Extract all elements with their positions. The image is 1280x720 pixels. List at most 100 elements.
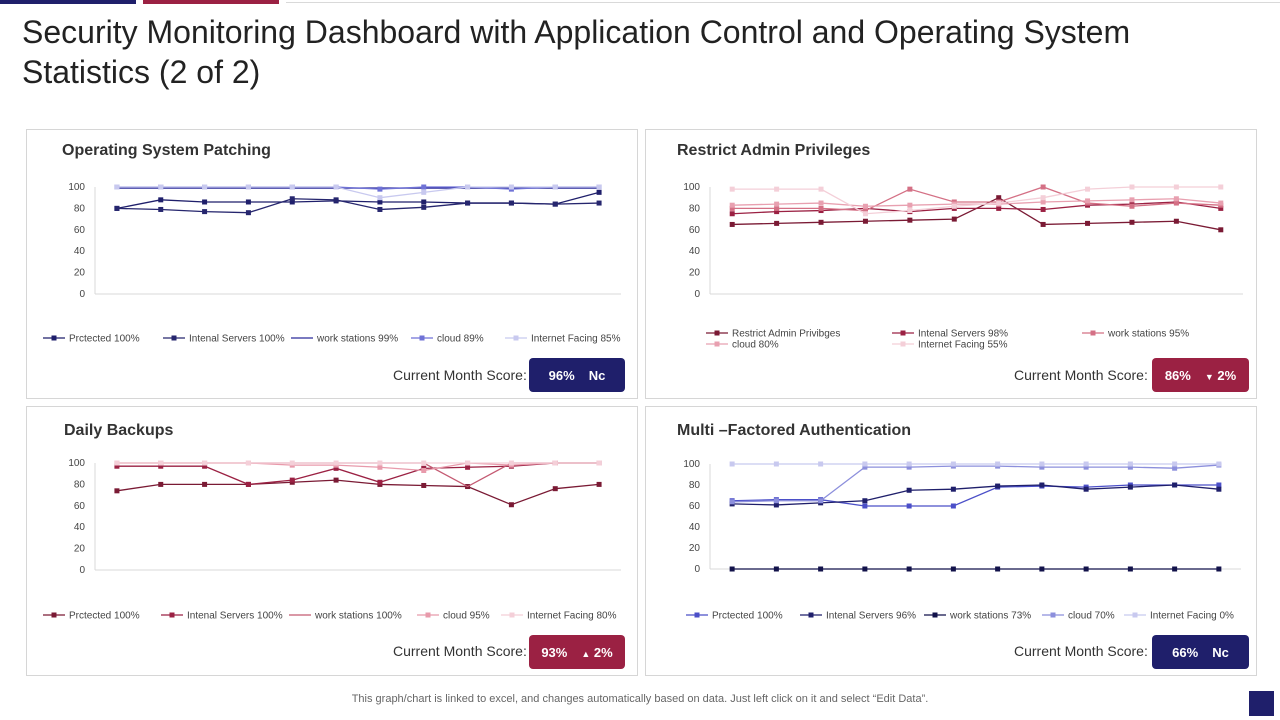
data-point[interactable] — [596, 200, 602, 206]
data-point[interactable] — [508, 502, 514, 508]
data-point[interactable] — [862, 461, 868, 467]
data-point[interactable] — [1083, 566, 1089, 572]
series-line[interactable] — [116, 479, 600, 506]
data-point[interactable] — [596, 184, 602, 190]
panel-admin-privileges[interactable]: Restrict Admin Privileges 0 20 40 60 80 100 Re… — [645, 129, 1257, 399]
data-point[interactable] — [421, 204, 427, 210]
data-point[interactable] — [906, 487, 912, 493]
data-point[interactable] — [1040, 221, 1046, 227]
data-point[interactable] — [333, 477, 339, 483]
data-point[interactable] — [1039, 482, 1045, 488]
data-point[interactable] — [114, 488, 120, 494]
data-point[interactable] — [818, 205, 824, 211]
data-point[interactable] — [158, 197, 164, 203]
data-point[interactable] — [773, 502, 779, 508]
data-point[interactable] — [729, 205, 735, 211]
data-point[interactable] — [729, 186, 735, 192]
data-point[interactable] — [1129, 197, 1135, 203]
data-point[interactable] — [552, 184, 558, 190]
data-point[interactable] — [333, 184, 339, 190]
data-point[interactable] — [906, 503, 912, 509]
data-point[interactable] — [114, 184, 120, 190]
series-line[interactable] — [732, 186, 1221, 215]
data-point[interactable] — [1216, 486, 1222, 492]
data-point[interactable] — [1216, 566, 1222, 572]
data-point[interactable] — [465, 184, 471, 190]
data-point[interactable] — [202, 463, 208, 469]
data-point[interactable] — [818, 186, 824, 192]
data-point[interactable] — [202, 209, 208, 215]
data-point[interactable] — [774, 209, 780, 215]
panel-os-patching[interactable]: Operating System Patching 0 20 40 60 80 100 Pr… — [26, 129, 638, 399]
data-point[interactable] — [951, 216, 957, 222]
data-point[interactable] — [1040, 184, 1046, 190]
data-point[interactable] — [1083, 464, 1089, 470]
data-point[interactable] — [907, 186, 913, 192]
data-point[interactable] — [729, 202, 735, 208]
data-point[interactable] — [508, 184, 514, 190]
data-point[interactable] — [202, 481, 208, 487]
data-point[interactable] — [377, 186, 383, 192]
data-point[interactable] — [1129, 203, 1135, 209]
data-point[interactable] — [1173, 184, 1179, 190]
data-point[interactable] — [377, 460, 383, 466]
data-point[interactable] — [552, 486, 558, 492]
data-point[interactable] — [508, 200, 514, 206]
data-point[interactable] — [421, 184, 427, 190]
data-point[interactable] — [1127, 461, 1133, 467]
data-point[interactable] — [245, 481, 251, 487]
data-point[interactable] — [377, 195, 383, 201]
os-patching-chart[interactable]: 0 20 40 60 80 100 Prctected 100% Intenal Server… — [27, 130, 637, 398]
data-point[interactable] — [552, 201, 558, 207]
data-point[interactable] — [1085, 186, 1091, 192]
data-point[interactable] — [333, 460, 339, 466]
data-point[interactable] — [333, 197, 339, 203]
data-point[interactable] — [906, 566, 912, 572]
data-point[interactable] — [774, 220, 780, 226]
panel-daily-backups[interactable]: Daily Backups 0 20 40 60 80 100 Prctected 100%… — [26, 406, 638, 676]
data-point[interactable] — [1127, 464, 1133, 470]
data-point[interactable] — [996, 205, 1002, 211]
data-point[interactable] — [1216, 482, 1222, 488]
data-point[interactable] — [1040, 199, 1046, 205]
data-point[interactable] — [1172, 465, 1178, 471]
data-point[interactable] — [421, 199, 427, 205]
data-point[interactable] — [774, 201, 780, 207]
data-point[interactable] — [951, 203, 957, 209]
data-point[interactable] — [907, 202, 913, 208]
data-point[interactable] — [1085, 198, 1091, 204]
data-point[interactable] — [158, 206, 164, 212]
data-point[interactable] — [596, 460, 602, 466]
data-point[interactable] — [907, 217, 913, 223]
data-point[interactable] — [202, 184, 208, 190]
data-point[interactable] — [1040, 195, 1046, 201]
series-line[interactable] — [116, 462, 600, 486]
data-point[interactable] — [818, 566, 824, 572]
data-point[interactable] — [862, 208, 868, 214]
data-point[interactable] — [421, 460, 427, 466]
data-point[interactable] — [1218, 205, 1224, 211]
data-point[interactable] — [729, 221, 735, 227]
panel-mfa[interactable]: Multi –Factored Authentication 0 20 40 60 80… — [645, 406, 1257, 676]
data-point[interactable] — [1129, 219, 1135, 225]
data-point[interactable] — [114, 463, 120, 469]
data-point[interactable] — [289, 199, 295, 205]
data-point[interactable] — [1173, 196, 1179, 202]
series-line[interactable] — [116, 198, 600, 214]
data-point[interactable] — [995, 483, 1001, 489]
data-point[interactable] — [1172, 482, 1178, 488]
series-line[interactable] — [116, 186, 600, 199]
data-point[interactable] — [114, 460, 120, 466]
data-point[interactable] — [114, 205, 120, 211]
data-point[interactable] — [377, 206, 383, 212]
data-point[interactable] — [862, 498, 868, 504]
data-point[interactable] — [245, 199, 251, 205]
data-point[interactable] — [995, 566, 1001, 572]
data-point[interactable] — [377, 199, 383, 205]
data-point[interactable] — [729, 461, 735, 467]
data-point[interactable] — [950, 503, 956, 509]
admin-privileges-chart[interactable]: 0 20 40 60 80 100 Restrict Admin Privibges Inte… — [646, 130, 1256, 398]
data-point[interactable] — [289, 196, 295, 202]
data-point[interactable] — [1127, 566, 1133, 572]
data-point[interactable] — [1216, 461, 1222, 467]
